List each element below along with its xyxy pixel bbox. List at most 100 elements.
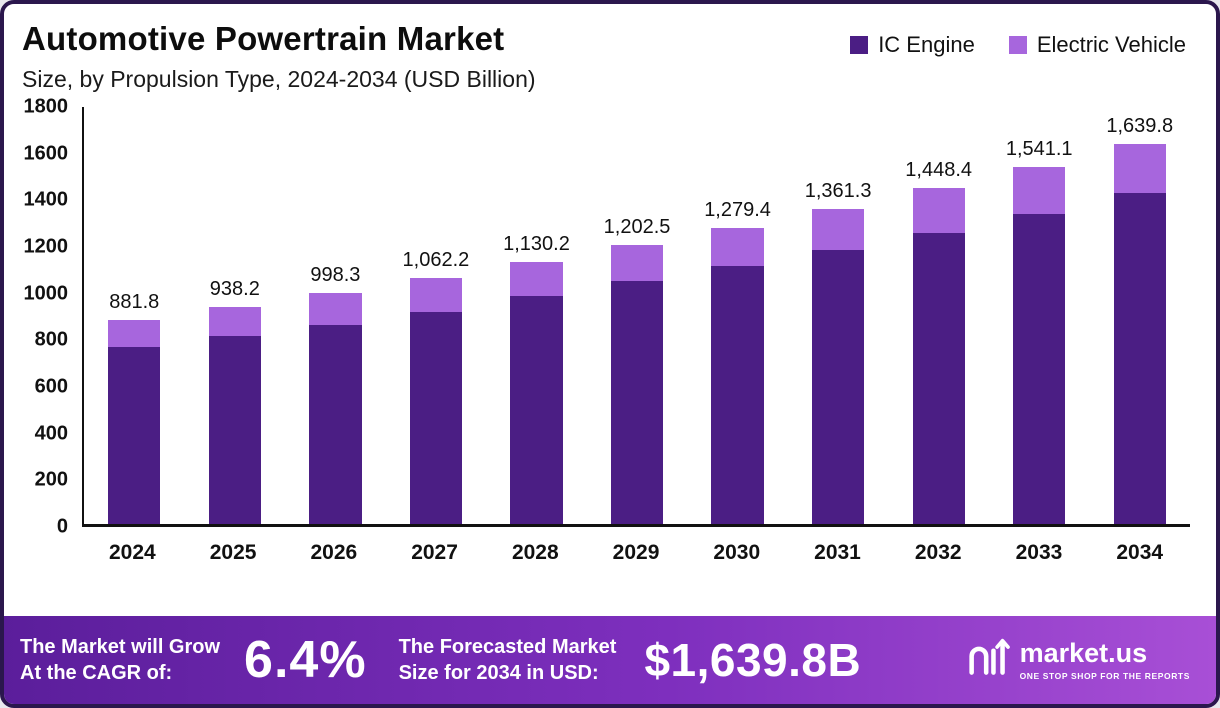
bar-value-label: 1,202.5 bbox=[603, 216, 671, 239]
bar-value-label: 1,448.4 bbox=[905, 159, 973, 182]
y-tick-label: 400 bbox=[34, 422, 68, 445]
segment-electric-vehicle bbox=[811, 208, 865, 250]
y-tick-label: 1600 bbox=[23, 142, 69, 165]
bar-stack bbox=[108, 319, 161, 524]
x-tick-label-2034: 2034 bbox=[1116, 541, 1164, 564]
bar-stack bbox=[1013, 166, 1066, 524]
bar-2027: 1,062.2 bbox=[386, 107, 487, 524]
brand-text: market.us ONE STOP SHOP FOR THE REPORTS bbox=[1019, 637, 1190, 681]
bar-value-label: 998.3 bbox=[310, 263, 361, 286]
bar-value-label: 1,361.3 bbox=[804, 179, 872, 202]
cagr-label: The Market will Grow At the CAGR of: bbox=[20, 634, 220, 686]
segment-electric-vehicle bbox=[309, 292, 362, 325]
cagr-label-line1: The Market will Grow bbox=[20, 636, 221, 658]
legend: IC Engine Electric Vehicle bbox=[850, 32, 1186, 58]
brand-name: market.us bbox=[1019, 637, 1148, 668]
bar-value-label: 881.8 bbox=[109, 290, 160, 313]
segment-ic-engine bbox=[711, 265, 764, 524]
forecast-label-line1: The Forecasted Market bbox=[398, 636, 617, 658]
segment-electric-vehicle bbox=[108, 319, 161, 347]
bar-stack bbox=[409, 277, 463, 524]
legend-label: Electric Vehicle bbox=[1036, 32, 1186, 57]
x-tick-label-2024: 2024 bbox=[109, 541, 156, 564]
y-tick-label: 1200 bbox=[23, 235, 69, 258]
forecast-label-line2: Size for 2034 in USD: bbox=[398, 662, 599, 684]
bar-2032: 1,448.4 bbox=[888, 107, 989, 524]
segment-electric-vehicle bbox=[912, 188, 965, 233]
bar-2033: 1,541.1 bbox=[989, 107, 1090, 524]
plot-area: 881.8 938.2 998.3 1,062.2 1,130.2 1,202.5 1,27… bbox=[82, 107, 1190, 527]
bar-2024: 881.8 bbox=[84, 107, 185, 524]
x-tick-label-2026: 2026 bbox=[310, 541, 358, 564]
bar-stack bbox=[610, 245, 664, 524]
x-tick-label-2031: 2031 bbox=[814, 541, 861, 564]
segment-ic-engine bbox=[309, 324, 362, 524]
y-tick-label: 1400 bbox=[23, 188, 69, 211]
brand-tagline: ONE STOP SHOP FOR THE REPORTS bbox=[1019, 670, 1190, 681]
brand-block: market.us ONE STOP SHOP FOR THE REPORTS bbox=[966, 638, 1190, 683]
bar-value-label: 1,541.1 bbox=[1005, 137, 1073, 160]
bar-stack bbox=[1113, 144, 1166, 524]
segment-electric-vehicle bbox=[610, 245, 664, 282]
plot-row: 1800 1600 1400 1200 1000 800 600 400 200 0 881.8 9… bbox=[4, 96, 1190, 538]
x-tick-label-2027: 2027 bbox=[411, 541, 458, 564]
bar-2029: 1,202.5 bbox=[587, 107, 688, 524]
x-axis: 2024 2025 2026 2027 2028 2029 2030 2031 2032 2033… bbox=[82, 527, 1190, 575]
legend-item-electric-vehicle: Electric Vehicle bbox=[1008, 32, 1186, 58]
legend-item-ic-engine: IC Engine bbox=[850, 32, 975, 58]
segment-ic-engine bbox=[1113, 192, 1166, 524]
y-tick-label: 800 bbox=[34, 328, 68, 351]
segment-ic-engine bbox=[610, 281, 664, 524]
bar-2028: 1,130.2 bbox=[486, 107, 587, 524]
x-tick-label-2025: 2025 bbox=[209, 541, 257, 564]
segment-electric-vehicle bbox=[711, 227, 764, 266]
x-tick-label-2030: 2030 bbox=[713, 541, 761, 564]
bar-2025: 938.2 bbox=[185, 107, 286, 524]
bar-value-label: 1,279.4 bbox=[704, 198, 771, 221]
bar-2026: 998.3 bbox=[285, 107, 386, 524]
y-tick-label: 0 bbox=[56, 515, 68, 538]
x-tick-label-2029: 2029 bbox=[612, 541, 660, 564]
segment-ic-engine bbox=[108, 346, 161, 524]
legend-swatch-icon bbox=[850, 36, 869, 54]
y-tick-label: 1800 bbox=[23, 95, 69, 118]
segment-electric-vehicle bbox=[510, 262, 563, 297]
chart-subtitle: Size, by Propulsion Type, 2024-2034 (USD… bbox=[22, 66, 536, 92]
bar-value-label: 1,130.2 bbox=[503, 233, 570, 256]
y-tick-label: 200 bbox=[34, 468, 68, 491]
segment-ic-engine bbox=[409, 311, 463, 524]
header: Automotive Powertrain Market Size, by Pr… bbox=[4, 4, 1216, 93]
cagr-label-line2: At the CAGR of: bbox=[20, 662, 173, 684]
legend-label: IC Engine bbox=[878, 32, 975, 57]
footer-banner: The Market will Grow At the CAGR of: 6.4… bbox=[4, 616, 1216, 704]
segment-electric-vehicle bbox=[1013, 166, 1066, 215]
y-tick-label: 600 bbox=[34, 375, 68, 398]
bar-stack bbox=[711, 227, 764, 524]
segment-ic-engine bbox=[811, 249, 865, 524]
bar-stack bbox=[811, 208, 865, 524]
bar-stack bbox=[309, 292, 362, 524]
segment-ic-engine bbox=[510, 296, 563, 524]
bar-2034: 1,639.8 bbox=[1089, 107, 1190, 524]
bar-stack bbox=[510, 262, 563, 524]
stacked-bar-chart: 1800 1600 1400 1200 1000 800 600 400 200 0 881.8 9… bbox=[4, 96, 1216, 575]
segment-electric-vehicle bbox=[409, 277, 463, 312]
forecast-label: The Forecasted Market Size for 2034 in U… bbox=[399, 634, 617, 686]
x-tick-label-2032: 2032 bbox=[914, 541, 962, 564]
title-block: Automotive Powertrain Market Size, by Pr… bbox=[22, 20, 850, 93]
segment-electric-vehicle bbox=[1113, 144, 1166, 193]
bar-value-label: 1,062.2 bbox=[402, 248, 470, 271]
bar-stack bbox=[208, 306, 261, 524]
bar-2031: 1,361.3 bbox=[788, 107, 889, 524]
x-tick-label-2028: 2028 bbox=[511, 541, 559, 564]
segment-ic-engine bbox=[912, 232, 965, 524]
bar-stack bbox=[912, 188, 965, 524]
bar-value-label: 1,639.8 bbox=[1106, 115, 1174, 138]
bar-2030: 1,279.4 bbox=[687, 107, 788, 524]
segment-electric-vehicle bbox=[208, 306, 261, 336]
cagr-value: 6.4% bbox=[244, 631, 367, 689]
marketus-logo-icon bbox=[966, 638, 1010, 683]
bar-value-label: 938.2 bbox=[209, 277, 260, 300]
forecast-value: $1,639.8B bbox=[644, 634, 862, 686]
